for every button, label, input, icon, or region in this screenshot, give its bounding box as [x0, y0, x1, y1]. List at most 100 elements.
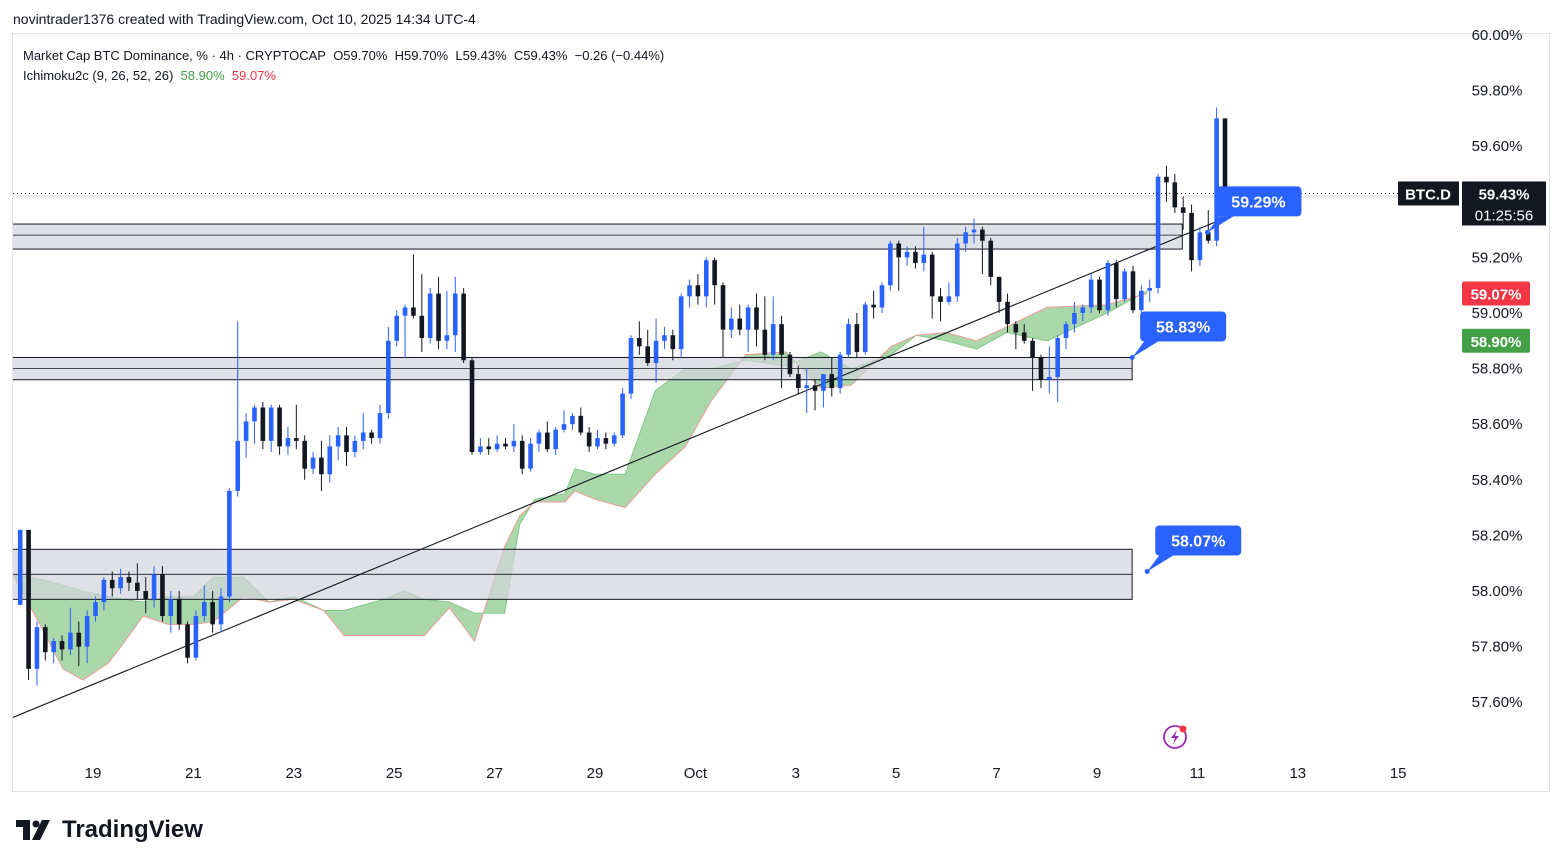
price-callout[interactable]: 58.07%	[1144, 525, 1242, 575]
candle[interactable]	[1088, 274, 1094, 313]
candle[interactable]	[277, 404, 282, 455]
candle[interactable]	[252, 404, 257, 444]
price-callout[interactable]: 59.29%	[1204, 186, 1302, 235]
candle[interactable]	[553, 426, 558, 455]
candle[interactable]	[561, 410, 567, 433]
candle[interactable]	[812, 379, 818, 411]
candle[interactable]	[980, 226, 985, 275]
candle[interactable]	[586, 426, 592, 452]
candle[interactable]	[729, 307, 734, 339]
candle[interactable]	[411, 254, 416, 319]
candle[interactable]	[712, 257, 717, 305]
candle[interactable]	[921, 226, 927, 272]
candle[interactable]	[888, 240, 893, 291]
price-callout[interactable]: 58.83%	[1129, 311, 1227, 360]
candle[interactable]	[837, 351, 843, 394]
candle[interactable]	[419, 274, 425, 352]
candle[interactable]	[176, 591, 182, 630]
candle[interactable]	[68, 607, 73, 655]
candle[interactable]	[109, 571, 115, 597]
candle[interactable]	[796, 365, 801, 394]
trendline[interactable]	[3, 212, 1238, 722]
candle[interactable]	[745, 304, 751, 352]
candle[interactable]	[151, 565, 157, 608]
candle[interactable]	[84, 610, 90, 664]
candle[interactable]	[1072, 301, 1077, 333]
candle[interactable]	[804, 368, 809, 414]
candle[interactable]	[904, 246, 910, 266]
candle[interactable]	[1047, 346, 1052, 394]
candle[interactable]	[478, 438, 483, 455]
candle[interactable]	[260, 401, 266, 450]
candle[interactable]	[628, 335, 634, 400]
candle[interactable]	[193, 610, 199, 661]
candle[interactable]	[511, 424, 517, 452]
candle[interactable]	[486, 438, 492, 455]
candle[interactable]	[302, 435, 307, 480]
candle[interactable]	[737, 304, 743, 336]
candle[interactable]	[444, 290, 450, 350]
candle[interactable]	[1113, 260, 1119, 308]
candle[interactable]	[779, 315, 784, 389]
candle[interactable]	[185, 621, 190, 664]
candle[interactable]	[201, 585, 207, 622]
candle[interactable]	[862, 301, 868, 355]
candle[interactable]	[519, 435, 525, 475]
candle[interactable]	[770, 296, 776, 361]
candle[interactable]	[118, 568, 123, 594]
candle[interactable]	[243, 413, 249, 458]
candle[interactable]	[578, 407, 584, 436]
candle[interactable]	[461, 287, 466, 364]
candle[interactable]	[545, 421, 550, 452]
chart-frame[interactable]	[12, 33, 1550, 792]
candle[interactable]	[1180, 196, 1186, 230]
candle[interactable]	[1189, 204, 1194, 272]
candle[interactable]	[143, 577, 149, 614]
candle[interactable]	[352, 435, 358, 458]
candle[interactable]	[377, 404, 383, 444]
candle[interactable]	[436, 276, 441, 350]
candle[interactable]	[829, 357, 835, 397]
candle[interactable]	[402, 304, 408, 358]
candle[interactable]	[670, 329, 676, 361]
candle[interactable]	[687, 279, 692, 308]
candle[interactable]	[703, 257, 709, 308]
candle[interactable]	[1005, 293, 1010, 333]
candle[interactable]	[879, 282, 885, 313]
candle[interactable]	[1055, 335, 1060, 402]
candle[interactable]	[954, 237, 960, 302]
candle[interactable]	[1105, 260, 1111, 316]
candle[interactable]	[846, 318, 851, 358]
candle[interactable]	[319, 440, 324, 491]
candle[interactable]	[1164, 165, 1169, 202]
indicator-title[interactable]: Ichimoku2c (9, 26, 52, 26)	[23, 68, 174, 83]
candle[interactable]	[126, 571, 132, 591]
candle[interactable]	[1205, 210, 1211, 244]
candle[interactable]	[528, 438, 533, 472]
candle[interactable]	[1013, 321, 1019, 350]
candle[interactable]	[327, 435, 333, 483]
candle[interactable]	[620, 388, 625, 439]
last-price-badge[interactable]: BTC.D 59.43% 01:25:56	[1398, 181, 1546, 226]
candle[interactable]	[1063, 321, 1069, 350]
candle[interactable]	[611, 432, 617, 447]
candle[interactable]	[637, 321, 642, 355]
candle[interactable]	[988, 237, 994, 286]
symbol-title[interactable]: Market Cap BTC Dominance, % · 4h · CRYPT…	[23, 48, 326, 63]
candle[interactable]	[17, 529, 23, 605]
candle[interactable]	[662, 326, 667, 350]
candle[interactable]	[93, 596, 98, 622]
candle[interactable]	[34, 621, 40, 686]
candle[interactable]	[369, 429, 374, 444]
candle[interactable]	[1155, 174, 1161, 294]
candle[interactable]	[268, 404, 274, 452]
candle[interactable]	[536, 429, 542, 452]
candle[interactable]	[963, 226, 968, 252]
candle[interactable]	[1080, 304, 1086, 322]
candle[interactable]	[1172, 174, 1178, 213]
candle[interactable]	[603, 432, 609, 450]
candle[interactable]	[76, 621, 82, 667]
candle[interactable]	[871, 290, 876, 319]
alert-icon[interactable]	[1163, 725, 1187, 749]
